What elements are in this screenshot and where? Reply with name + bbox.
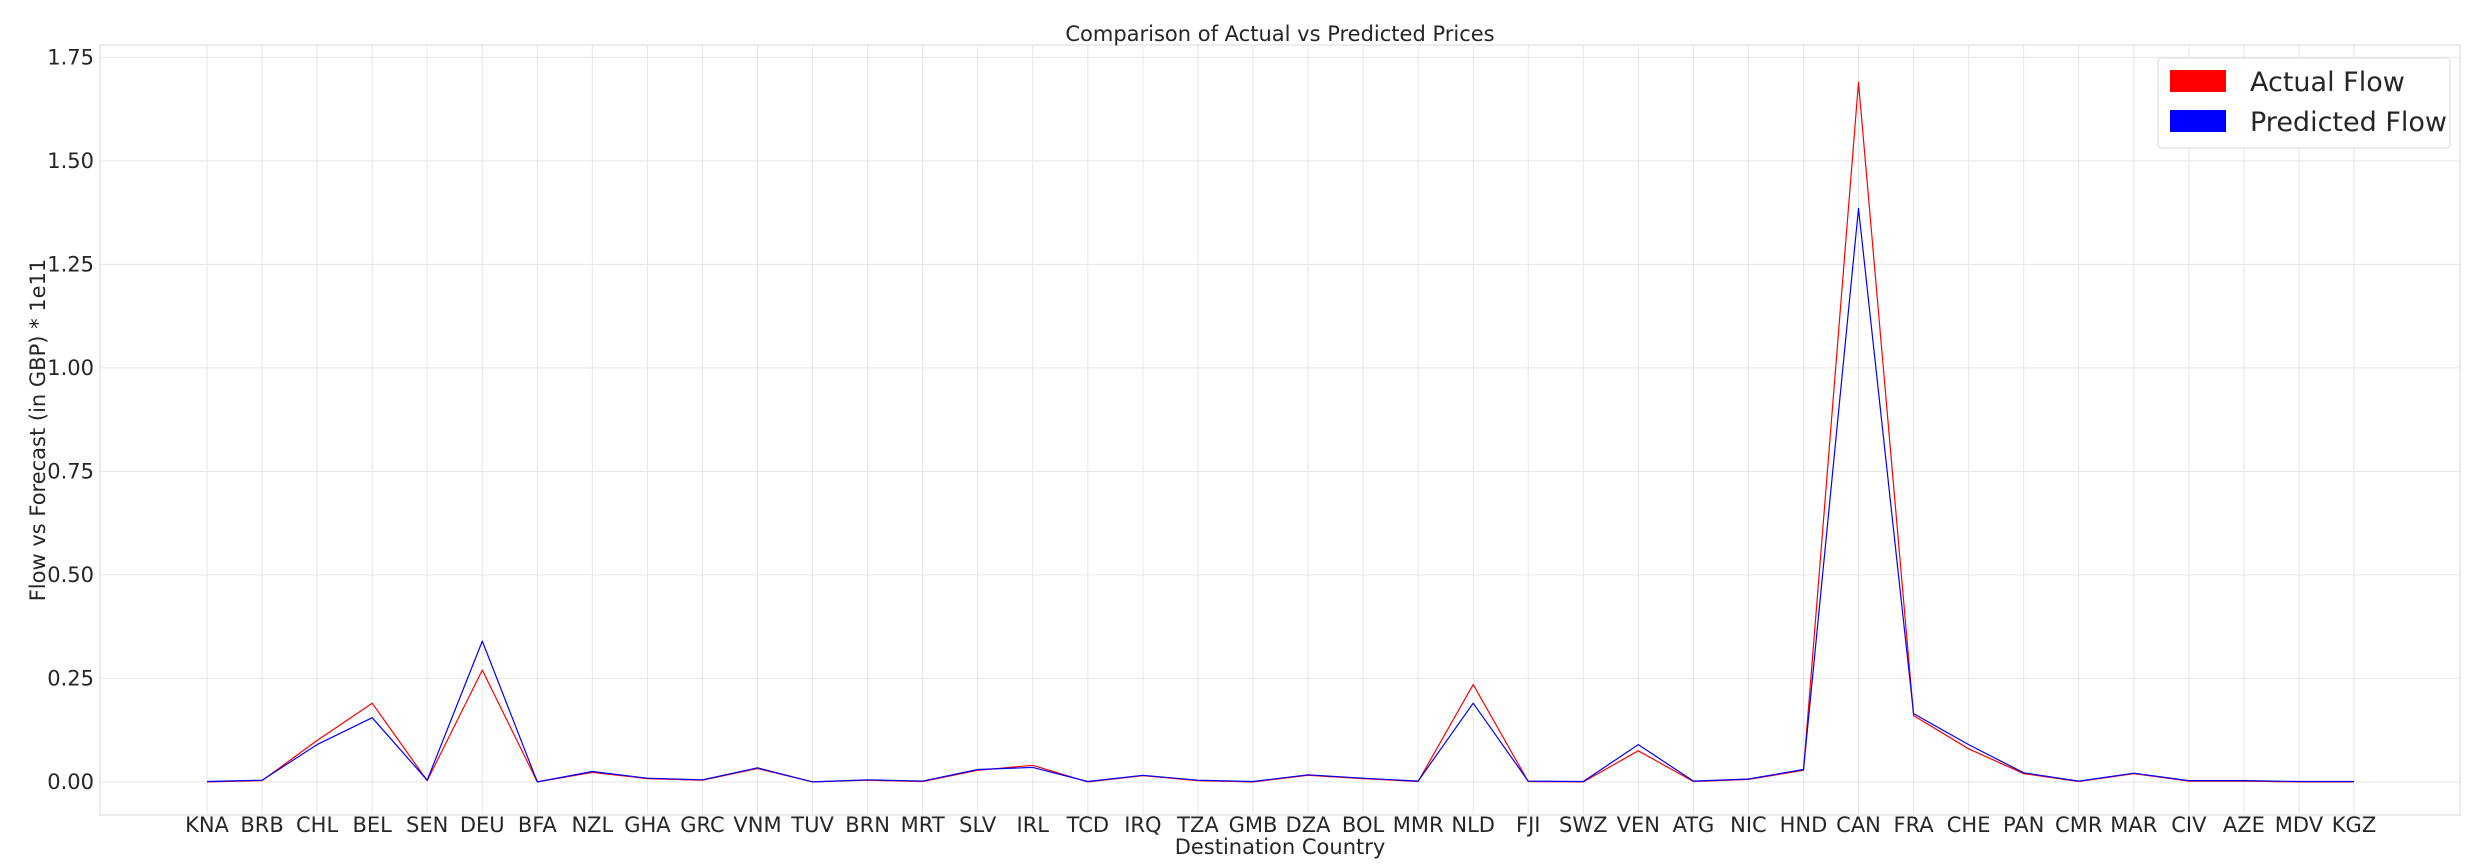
y-tick-label: 1.25 (47, 252, 94, 276)
x-tick-label: SLV (959, 813, 997, 837)
x-tick-label: KGZ (2332, 813, 2376, 837)
x-tick-label: MAR (2110, 813, 2157, 837)
x-tick-label: MRT (901, 813, 945, 837)
x-tick-label: CAN (1836, 813, 1881, 837)
legend-label-predicted: Predicted Flow (2250, 107, 2447, 138)
x-axis-title: Destination Country (1175, 835, 1386, 859)
x-tick-label: IRQ (1124, 813, 1161, 837)
y-axis-title: Flow vs Forecast (in GBP) * 1e11 (26, 259, 50, 602)
legend-swatch-predicted (2170, 110, 2226, 132)
y-tick-label: 0.25 (47, 666, 94, 690)
x-tick-label: BEL (352, 813, 392, 837)
x-tick-label: KNA (185, 813, 229, 837)
x-tick-label: TZA (1176, 813, 1219, 837)
x-tick-label: MMR (1393, 813, 1444, 837)
chart-title: Comparison of Actual vs Predicted Prices (1065, 22, 1494, 46)
x-tick-label: HND (1780, 813, 1828, 837)
y-tick-label: 1.00 (47, 356, 94, 380)
legend-box (2157, 57, 2451, 149)
y-tick-label: 1.50 (47, 149, 94, 173)
series-lines (206, 81, 2355, 783)
x-tick-label: GRC (680, 813, 724, 837)
x-tick-label: ATG (1672, 813, 1714, 837)
x-tick-label: BOL (1342, 813, 1385, 837)
x-tick-label: NIC (1730, 813, 1767, 837)
x-tick-label: SEN (406, 813, 448, 837)
x-tick-label: NLD (1451, 813, 1495, 837)
legend-swatch-actual (2170, 70, 2226, 92)
x-tick-label: VNM (733, 813, 781, 837)
x-tick-label: DEU (460, 813, 505, 837)
legend-label-actual: Actual Flow (2250, 67, 2405, 98)
x-tick-label: VEN (1617, 813, 1660, 837)
x-tick-label: CMR (2055, 813, 2102, 837)
x-tick-label: BFA (518, 813, 558, 837)
x-tick-label: DZA (1286, 813, 1332, 837)
x-tick-label: GMB (1229, 813, 1278, 837)
x-tick-label: TCD (1066, 813, 1109, 837)
y-tick-label: 0.50 (47, 563, 94, 587)
y-tick-label: 1.75 (47, 45, 94, 69)
x-tick-label: AZE (2223, 813, 2265, 837)
x-tick-label: BRB (240, 813, 283, 837)
x-tick-label: GHA (624, 813, 671, 837)
x-tick-label: PAN (2003, 813, 2044, 837)
y-tick-labels: 0.00 0.25 0.50 0.75 1.00 1.25 1.50 1.75 (47, 45, 94, 793)
x-tick-label: CHE (1947, 813, 1991, 837)
plot-area (99, 44, 2461, 816)
x-tick-label: FJI (1516, 813, 1540, 837)
x-tick-label: CIV (2171, 813, 2207, 837)
x-tick-label: CHL (296, 813, 338, 837)
x-tick-label: IRL (1017, 813, 1050, 837)
grid (100, 45, 2460, 815)
x-tick-labels: KNA BRB CHL BEL SEN DEU BFA NZL GHA GRC VNM TUV BRN M… (185, 813, 2376, 837)
x-tick-label: BRN (845, 813, 890, 837)
y-tick-label: 0.00 (47, 770, 94, 794)
y-tick-label: 0.75 (47, 459, 94, 483)
x-tick-label: NZL (571, 813, 613, 837)
x-tick-label: TUV (790, 813, 834, 837)
x-tick-label: SWZ (1559, 813, 1607, 837)
x-tick-label: MDV (2275, 813, 2324, 837)
x-tick-label: FRA (1893, 813, 1934, 837)
legend: Actual Flow Predicted Flow (2157, 57, 2451, 149)
series-line-predicted (206, 207, 2354, 783)
